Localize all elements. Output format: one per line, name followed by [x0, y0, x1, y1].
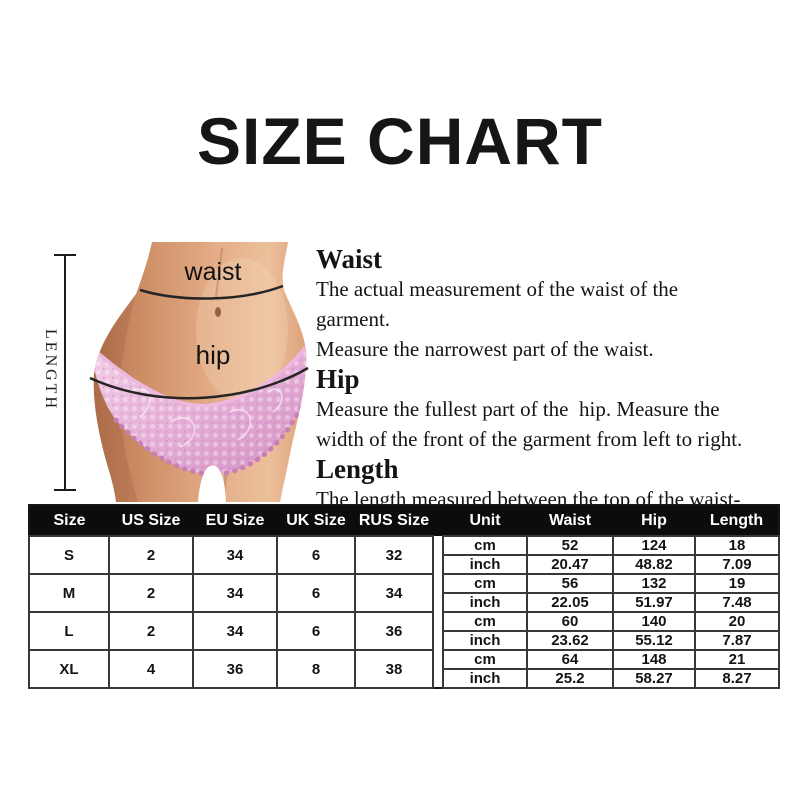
hip-label: hip	[196, 340, 231, 370]
cell-unit: inch	[442, 554, 528, 575]
cell-hip-cm: 124	[612, 535, 696, 556]
waist-label: waist	[184, 258, 242, 286]
table-row: M 2 34 6 34 cm 56 132 19	[28, 573, 780, 613]
cell-hip-inch: 51.97	[612, 592, 696, 613]
cell-unit: inch	[442, 668, 528, 689]
table-row: inch 23.62 55.12 7.87	[29, 630, 780, 651]
header-size: Size	[29, 505, 109, 536]
cell-waist-cm: 64	[526, 649, 614, 670]
cell-rus-size: 38	[354, 649, 434, 689]
cell-size: XL	[28, 649, 110, 689]
table-row: XL 4 36 8 38 cm 64 148 21	[28, 649, 780, 689]
cell-length-cm: 19	[694, 573, 780, 594]
cell-length-inch: 7.09	[694, 554, 780, 575]
cell-unit: inch	[442, 592, 528, 613]
cell-eu-size: 34	[192, 573, 278, 613]
model-figure: LENGTH waist hip	[40, 242, 320, 502]
header-waist: Waist	[527, 505, 613, 536]
header-hip: Hip	[613, 505, 695, 536]
cell-waist-inch: 23.62	[526, 630, 614, 651]
hip-measure-line	[89, 366, 309, 400]
cell-rus-size: 32	[354, 535, 434, 575]
cell-hip-inch: 55.12	[612, 630, 696, 651]
cell-waist-inch: 22.05	[526, 592, 614, 613]
length-heading: Length	[316, 454, 399, 484]
waist-desc-line: The actual measurement of the waist of t…	[316, 277, 684, 331]
cell-length-inch: 7.48	[694, 592, 780, 613]
table-row: inch 25.2 58.27 8.27	[29, 668, 780, 689]
header-eu-size: EU Size	[193, 505, 277, 536]
model-photo-illustration: LENGTH waist hip	[42, 242, 309, 502]
waist-heading: Waist	[316, 244, 383, 274]
cell-uk-size: 6	[276, 573, 356, 613]
table-header-row: Size US Size EU Size UK Size RUS Size Un…	[29, 505, 779, 536]
cell-waist-inch: 25.2	[526, 668, 614, 689]
cell-length-inch: 8.27	[694, 668, 780, 689]
table-row: L 2 34 6 36 cm 60 140 20	[28, 611, 780, 651]
cell-eu-size: 34	[192, 535, 278, 575]
table-row: S 2 34 6 32 cm 52 124 18	[28, 535, 780, 575]
cell-waist-inch: 20.47	[526, 554, 614, 575]
measurement-descriptions: Waist The actual measurement of the wais…	[316, 244, 756, 544]
cell-hip-inch: 58.27	[612, 668, 696, 689]
cell-length-cm: 21	[694, 649, 780, 670]
cell-size: S	[28, 535, 110, 575]
cell-us-size: 2	[108, 535, 194, 575]
navel	[215, 307, 221, 317]
hip-section: Hip Measure the fullest part of the hip.…	[316, 364, 756, 454]
hip-desc-line: width of the front of the garment from l…	[316, 427, 743, 451]
cell-us-size: 2	[108, 611, 194, 651]
cell-waist-cm: 60	[526, 611, 614, 632]
hip-heading: Hip	[316, 364, 360, 394]
cell-size: M	[28, 573, 110, 613]
length-dimension-line	[54, 254, 76, 491]
cell-rus-size: 34	[354, 573, 434, 613]
header-gap	[433, 505, 443, 536]
cell-hip-cm: 140	[612, 611, 696, 632]
cell-uk-size: 8	[276, 649, 356, 689]
size-table: Size US Size EU Size UK Size RUS Size Un…	[28, 504, 780, 689]
length-label: LENGTH	[42, 329, 59, 411]
cell-hip-cm: 132	[612, 573, 696, 594]
cell-hip-cm: 148	[612, 649, 696, 670]
cell-eu-size: 36	[192, 649, 278, 689]
cell-gap	[432, 574, 444, 612]
cell-length-inch: 7.87	[694, 630, 780, 651]
cell-size: L	[28, 611, 110, 651]
model-body	[89, 242, 309, 502]
cell-eu-size: 34	[192, 611, 278, 651]
header-us-size: US Size	[109, 505, 193, 536]
header-rus-size: RUS Size	[355, 505, 433, 536]
cell-length-cm: 18	[694, 535, 780, 556]
header-uk-size: UK Size	[277, 505, 355, 536]
cell-gap	[432, 650, 444, 688]
cell-unit: cm	[442, 611, 528, 632]
cell-unit: cm	[442, 573, 528, 594]
cell-unit: cm	[442, 535, 528, 556]
cell-uk-size: 6	[276, 535, 356, 575]
waist-section: Waist The actual measurement of the wais…	[316, 244, 756, 364]
header-length: Length	[695, 505, 779, 536]
cell-gap	[432, 536, 444, 574]
cell-unit: inch	[442, 630, 528, 651]
table-row: inch 22.05 51.97 7.48	[29, 592, 780, 613]
cell-waist-cm: 52	[526, 535, 614, 556]
cell-unit: cm	[442, 649, 528, 670]
cell-us-size: 2	[108, 573, 194, 613]
cell-us-size: 4	[108, 649, 194, 689]
cell-gap	[432, 612, 444, 650]
cell-length-cm: 20	[694, 611, 780, 632]
cell-waist-cm: 56	[526, 573, 614, 594]
cell-hip-inch: 48.82	[612, 554, 696, 575]
cell-uk-size: 6	[276, 611, 356, 651]
hip-desc-line: Measure the fullest part of the hip. Mea…	[316, 397, 720, 421]
waist-desc-line: Measure the narrowest part of the waist.	[316, 337, 654, 361]
table-row: inch 20.47 48.82 7.09	[29, 554, 780, 575]
header-unit: Unit	[443, 505, 527, 536]
waist-measure-line	[139, 284, 284, 300]
cell-rus-size: 36	[354, 611, 434, 651]
page-title: SIZE CHART	[197, 104, 603, 178]
